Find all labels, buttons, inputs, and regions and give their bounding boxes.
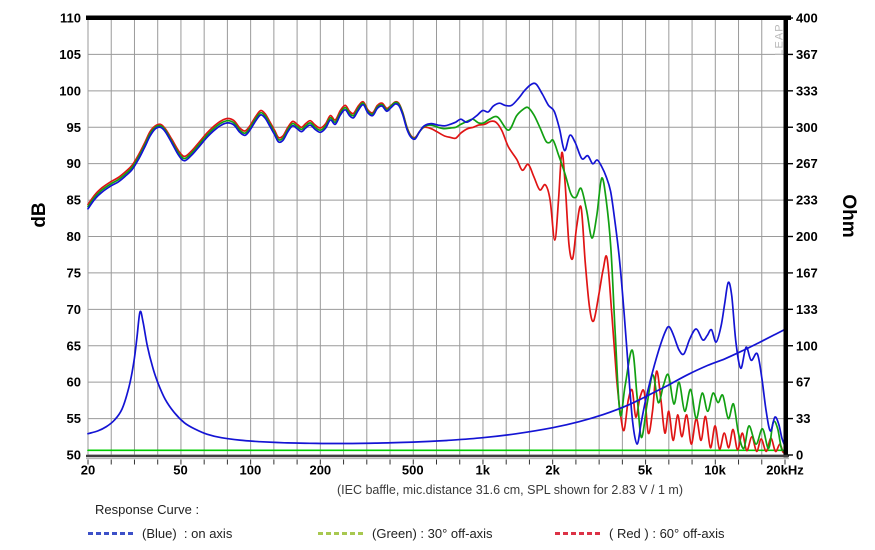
legend-title: Response Curve : [95,502,200,517]
left-tick-label: 100 [59,83,81,98]
impedance-curve [87,310,786,445]
left-tick-label: 95 [67,120,81,135]
spl-curve-30deg [87,101,786,452]
spl-curve-60deg [87,100,786,454]
legend-label-red: ( Red ) : 60° off-axis [609,526,725,541]
right-tick-label: 400 [796,11,818,26]
watermark-text: LEAP [773,23,786,56]
right-tick-label: 200 [796,229,818,244]
x-tick-label: 2k [545,463,560,478]
right-tick-label: 133 [796,302,818,317]
left-tick-label: 80 [67,229,81,244]
legend-label-green: (Green) : 30° off-axis [372,526,493,541]
right-tick-label: 367 [796,47,818,62]
left-tick-label: 75 [67,265,81,280]
legend-swatch-green-icon [318,532,364,535]
right-tick-label: 67 [796,375,810,390]
left-tick-label: 55 [67,411,81,426]
left-axis-title: dB [29,202,50,228]
left-tick-label: 110 [60,11,81,26]
legend-swatch-blue-icon [88,532,134,535]
x-tick-label: 200 [309,463,331,478]
right-tick-label: 300 [796,120,818,135]
x-tick-label: 5k [638,463,653,478]
x-tick-label: 20 [81,463,95,478]
left-tick-label: 50 [67,448,81,463]
legend-swatch-red-icon [555,532,601,535]
right-tick-label: 100 [796,338,818,353]
right-tick-label: 33 [796,411,810,426]
x-tick-label: 20kHz [766,463,804,478]
x-tick-label: 500 [402,463,424,478]
x-tick-label: 50 [173,463,187,478]
right-axis-title: Ohm [838,194,859,238]
right-tick-label: 167 [796,265,818,280]
legend: (Blue) : on axis (Green) : 30° off-axis … [88,526,848,544]
left-tick-label: 105 [59,47,81,62]
left-tick-label: 60 [67,375,81,390]
x-tick-label: 1k [475,463,490,478]
x-tick-label: 10k [704,463,726,478]
legend-item-blue: (Blue) : on axis [88,526,232,541]
plot-border-right [783,15,788,458]
legend-item-green: (Green) : 30° off-axis [318,526,493,541]
x-tick-label: 100 [240,463,262,478]
plot-border-top [86,15,791,20]
left-tick-label: 65 [67,338,81,353]
left-tick-label: 70 [67,302,81,317]
right-tick-label: 0 [796,448,803,463]
spl-curve-on-axis [87,82,786,448]
right-tick-label: 333 [796,83,818,98]
legend-item-red: ( Red ) : 60° off-axis [555,526,725,541]
right-tick-label: 233 [796,193,818,208]
legend-label-blue: (Blue) : on axis [142,526,233,541]
left-tick-label: 90 [67,156,81,171]
left-tick-label: 85 [67,193,81,208]
right-tick-label: 267 [796,156,818,171]
chart-caption: (IEC baffle, mic.distance 31.6 cm, SPL s… [337,483,683,497]
